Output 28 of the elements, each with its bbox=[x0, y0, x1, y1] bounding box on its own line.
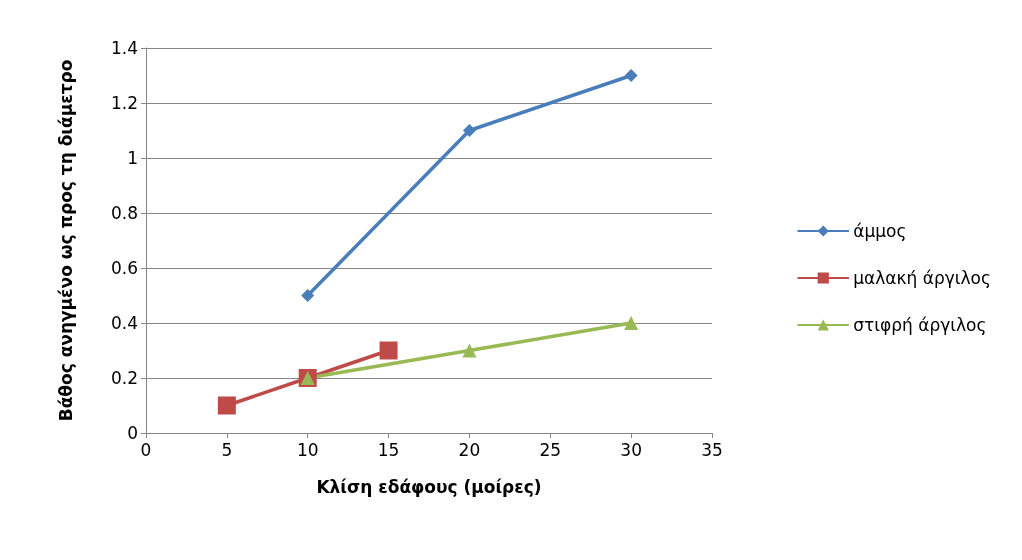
y-axis-title: Βάθος ανηγμένο ως προς τη διάμετρο bbox=[55, 59, 76, 422]
y-tick-label: 0 bbox=[127, 423, 138, 443]
x-tick-label: 25 bbox=[539, 439, 562, 460]
y-tick-label: 0.6 bbox=[110, 258, 138, 278]
x-tick-label: 30 bbox=[620, 439, 642, 460]
x-tick-label: 10 bbox=[296, 439, 319, 460]
x-tick-label: 20 bbox=[458, 439, 481, 460]
x-axis-title: Κλίση εδάφους (μοίρες) bbox=[316, 476, 542, 497]
y-tick-label: 1.4 bbox=[110, 38, 138, 58]
point bbox=[217, 396, 236, 415]
point bbox=[379, 341, 398, 360]
y-tick-label: 0.8 bbox=[110, 203, 138, 223]
x-tick-label: 35 bbox=[701, 439, 723, 460]
legend-label: μαλακή άργιλος bbox=[853, 268, 992, 288]
x-tick-label: 15 bbox=[377, 439, 400, 460]
point bbox=[462, 343, 477, 358]
y-tick-label: 0.2 bbox=[110, 368, 138, 388]
y-tick-label: 1 bbox=[127, 148, 138, 168]
point bbox=[301, 289, 315, 302]
x-tick-label: 0 bbox=[140, 439, 152, 460]
y-tick-label: 1.2 bbox=[110, 93, 138, 113]
y-tick-label: 0.4 bbox=[110, 313, 138, 333]
x-tick-label: 5 bbox=[221, 439, 233, 460]
point bbox=[624, 316, 639, 330]
point bbox=[462, 124, 476, 137]
point bbox=[624, 69, 638, 82]
legend-label: άμμος bbox=[853, 221, 907, 241]
legend-label: στιφρή άργιλος bbox=[853, 315, 987, 335]
